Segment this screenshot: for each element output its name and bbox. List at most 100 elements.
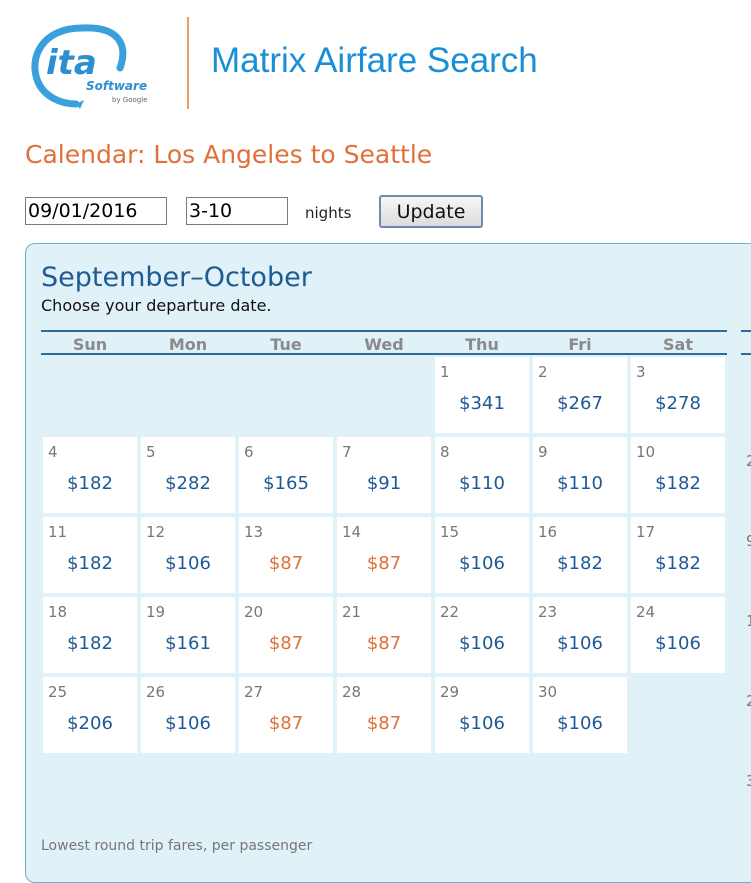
- day-fare-link[interactable]: $206: [67, 713, 113, 734]
- nights-range-input[interactable]: [186, 197, 288, 225]
- weekday-sat: Sat: [663, 335, 693, 354]
- day-fare-link[interactable]: $106: [655, 633, 701, 654]
- day-fare-link[interactable]: $87: [268, 553, 304, 574]
- logo-sub-text: Software: [86, 79, 147, 93]
- calendar-day-cell[interactable]: 20 $87: [239, 597, 333, 673]
- day-number: 8: [440, 443, 450, 461]
- day-fare-link[interactable]: $341: [459, 393, 505, 414]
- calendar-day-cell[interactable]: 8 $110: [435, 437, 529, 513]
- calendar-day-cell[interactable]: 4 $182: [43, 437, 137, 513]
- calendar-day-cell[interactable]: 17 $182: [631, 517, 725, 593]
- page-title: Calendar: Los Angeles to Seattle: [25, 140, 433, 169]
- weekday-thu: Thu: [465, 335, 499, 354]
- next-month-day-number: 9: [746, 532, 751, 550]
- next-month-day-number: 2: [746, 692, 751, 710]
- calendar-day-cell[interactable]: 12 $106: [141, 517, 235, 593]
- calendar-day-cell[interactable]: 30 $106: [533, 677, 627, 753]
- day-number: 17: [636, 523, 656, 541]
- day-fare-link[interactable]: $87: [268, 633, 304, 654]
- day-fare-link[interactable]: $182: [655, 473, 701, 494]
- day-number: 15: [440, 523, 460, 541]
- day-number: 10: [636, 443, 656, 461]
- day-fare-link[interactable]: $106: [459, 553, 505, 574]
- calendar-day-cell[interactable]: 10 $182: [631, 437, 725, 513]
- calendar-day-cell[interactable]: 16 $182: [533, 517, 627, 593]
- calendar-day-cell[interactable]: 28 $87: [337, 677, 431, 753]
- weekday-fri: Fri: [568, 335, 592, 354]
- calendar-day-cell[interactable]: 13 $87: [239, 517, 333, 593]
- calendar-day-cell[interactable]: 3 $278: [631, 357, 725, 433]
- calendar-day-cell[interactable]: 1 $341: [435, 357, 529, 433]
- day-fare-link[interactable]: $182: [557, 553, 603, 574]
- day-number: 11: [48, 523, 68, 541]
- nights-label: nights: [305, 204, 352, 222]
- weekday-rule: [41, 353, 727, 355]
- day-fare-link[interactable]: $106: [459, 713, 505, 734]
- day-fare-link[interactable]: $106: [459, 633, 505, 654]
- calendar-day-cell[interactable]: 26 $106: [141, 677, 235, 753]
- day-fare-link[interactable]: $161: [165, 633, 211, 654]
- calendar-day-cell[interactable]: 15 $106: [435, 517, 529, 593]
- month-subtitle: Choose your departure date.: [41, 296, 272, 315]
- departure-date-input[interactable]: [25, 197, 167, 225]
- month-title: September–October: [41, 262, 312, 293]
- fare-footnote: Lowest round trip fares, per passenger: [41, 838, 313, 854]
- calendar-day-cell[interactable]: 5 $282: [141, 437, 235, 513]
- day-number: 12: [146, 523, 166, 541]
- day-fare-link[interactable]: $165: [263, 473, 309, 494]
- day-fare-link[interactable]: $87: [268, 713, 304, 734]
- day-fare-link[interactable]: $182: [655, 553, 701, 574]
- next-month-day-number: 3: [746, 772, 751, 790]
- day-fare-link[interactable]: $87: [366, 713, 402, 734]
- weekday-wed: Wed: [364, 335, 404, 354]
- calendar-day-cell[interactable]: 19 $161: [141, 597, 235, 673]
- day-fare-link[interactable]: $110: [557, 473, 603, 494]
- update-button[interactable]: Update: [379, 195, 483, 228]
- next-month-day-number: 2: [746, 452, 751, 470]
- day-number: 24: [636, 603, 656, 621]
- calendar-day-cell[interactable]: 25 $206: [43, 677, 137, 753]
- calendar-day-cell[interactable]: 7 $91: [337, 437, 431, 513]
- day-fare-link[interactable]: $106: [557, 633, 603, 654]
- header-divider: [187, 17, 189, 109]
- weekday-sun: Sun: [72, 335, 108, 354]
- day-number: 25: [48, 683, 68, 701]
- calendar-day-cell[interactable]: 27 $87: [239, 677, 333, 753]
- day-fare-link[interactable]: $87: [366, 553, 402, 574]
- calendar-day-cell[interactable]: 14 $87: [337, 517, 431, 593]
- weekday-tue: Tue: [270, 335, 302, 354]
- calendar-day-cell[interactable]: 22 $106: [435, 597, 529, 673]
- day-fare-link[interactable]: $278: [655, 393, 701, 414]
- next-month-top-rule: [741, 330, 751, 332]
- day-number: 4: [48, 443, 58, 461]
- day-fare-link[interactable]: $106: [557, 713, 603, 734]
- calendar-day-cell[interactable]: 6 $165: [239, 437, 333, 513]
- day-fare-link[interactable]: $182: [67, 473, 113, 494]
- calendar-day-cell[interactable]: 24 $106: [631, 597, 725, 673]
- day-number: 23: [538, 603, 558, 621]
- calendar-day-cell[interactable]: 21 $87: [337, 597, 431, 673]
- calendar-day-cell[interactable]: 18 $182: [43, 597, 137, 673]
- day-fare-link[interactable]: $182: [67, 553, 113, 574]
- day-fare-link[interactable]: $106: [165, 713, 211, 734]
- ita-software-logo: ita Software by Google: [24, 16, 174, 112]
- day-fare-link[interactable]: $106: [165, 553, 211, 574]
- day-fare-link[interactable]: $110: [459, 473, 505, 494]
- calendar-day-cell[interactable]: 29 $106: [435, 677, 529, 753]
- day-fare-link[interactable]: $282: [165, 473, 211, 494]
- day-fare-link[interactable]: $267: [557, 393, 603, 414]
- calendar-day-cell[interactable]: 11 $182: [43, 517, 137, 593]
- day-number: 2: [538, 363, 548, 381]
- app-title: Matrix Airfare Search: [211, 41, 538, 80]
- calendar-day-cell[interactable]: 23 $106: [533, 597, 627, 673]
- day-number: 27: [244, 683, 264, 701]
- calendar-day-cell[interactable]: 2 $267: [533, 357, 627, 433]
- day-fare-link[interactable]: $91: [366, 473, 402, 494]
- day-number: 6: [244, 443, 254, 461]
- logo-main-text: ita: [46, 43, 97, 83]
- day-number: 14: [342, 523, 362, 541]
- day-fare-link[interactable]: $87: [366, 633, 402, 654]
- calendar-day-cell[interactable]: 9 $110: [533, 437, 627, 513]
- day-fare-link[interactable]: $182: [67, 633, 113, 654]
- weekday-mon: Mon: [168, 335, 208, 354]
